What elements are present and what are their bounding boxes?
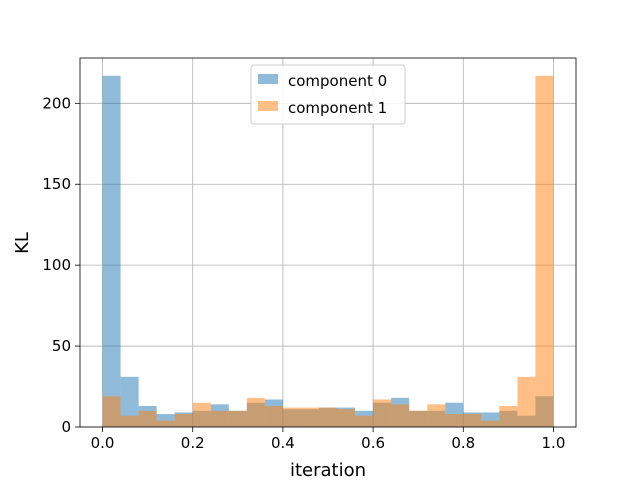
bar-component-1 (318, 407, 338, 427)
x-tick-label: 0.8 (451, 434, 475, 452)
bar-component-1 (282, 407, 301, 427)
legend-swatch-component-1 (258, 101, 278, 111)
x-tick-label: 0.2 (181, 434, 205, 452)
bar-component-1 (192, 402, 211, 427)
x-tick-label: 1.0 (542, 434, 566, 452)
bar-component-1 (409, 410, 428, 427)
bar-component-0 (102, 75, 121, 427)
legend-swatch-component-0 (258, 74, 278, 84)
bar-component-1 (463, 414, 482, 427)
bar-component-1 (246, 397, 265, 427)
bar-component-1 (337, 409, 356, 427)
bar-component-1 (174, 414, 193, 427)
bar-component-1 (445, 414, 464, 427)
bar-component-1 (517, 376, 536, 427)
bar-component-1 (499, 405, 518, 427)
bars (102, 75, 554, 427)
bar-component-1 (264, 405, 283, 427)
legend-box (250, 64, 406, 125)
y-tick-label: 100 (42, 256, 71, 274)
legend-label-component-1: component 1 (288, 99, 387, 117)
legend-label-component-0: component 0 (288, 72, 387, 90)
y-axis-label: KL (12, 232, 33, 254)
bar-component-1 (535, 75, 554, 427)
plot-frame (79, 57, 577, 428)
bar-component-1 (300, 407, 319, 427)
bar-component-1 (156, 420, 175, 427)
bar-component-1 (427, 404, 446, 427)
y-tick-label: 150 (42, 175, 71, 193)
y-tick-label: 0 (61, 418, 71, 436)
y-tick-label: 50 (52, 337, 71, 355)
bar-component-1 (102, 396, 121, 427)
bar-component-1 (228, 410, 247, 427)
x-axis-label: iteration (290, 460, 366, 480)
ticks: 0.0 0.2 0.4 0.6 0.8 1.0 0 50 100 150 200 (42, 94, 565, 452)
x-tick-label: 0.0 (91, 434, 115, 452)
x-tick-label: 0.4 (271, 434, 295, 452)
bar-component-1 (373, 399, 392, 427)
bar-component-1 (391, 404, 410, 427)
x-tick-label: 0.6 (361, 434, 385, 452)
y-tick-label: 200 (42, 94, 71, 112)
bar-component-1 (120, 415, 139, 427)
bar-component-0 (120, 376, 139, 427)
bar-component-1 (138, 410, 157, 427)
legend: component 0 component 1 (250, 64, 406, 125)
bar-component-1 (481, 420, 500, 427)
bar-component-1 (210, 410, 229, 427)
bar-component-1 (355, 415, 374, 427)
